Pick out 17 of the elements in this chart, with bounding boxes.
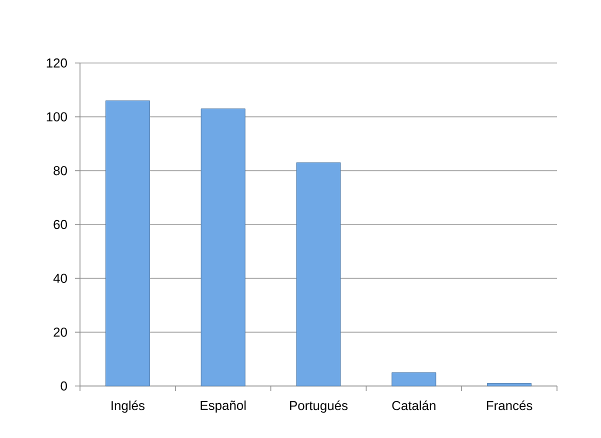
bar <box>487 383 532 386</box>
x-tick-label: Catalán <box>392 400 436 410</box>
bar <box>105 100 150 386</box>
y-tick-label: 0 <box>60 381 67 391</box>
y-tick-label: 60 <box>54 220 67 230</box>
x-tick-label: Portugués <box>290 400 348 413</box>
y-tick-label: 40 <box>53 274 67 283</box>
y-tick-label: 120 <box>46 58 67 68</box>
x-tick-label: Inglés <box>112 400 145 413</box>
bar <box>200 108 246 386</box>
x-tick-label: Español <box>200 400 246 413</box>
y-tick-label: 100 <box>46 112 67 122</box>
y-tick-label: 20 <box>54 328 67 337</box>
bar <box>392 372 436 386</box>
bar <box>296 162 341 386</box>
x-tick-label: Francés <box>486 400 532 410</box>
y-tick-label: 80 <box>54 166 67 176</box>
